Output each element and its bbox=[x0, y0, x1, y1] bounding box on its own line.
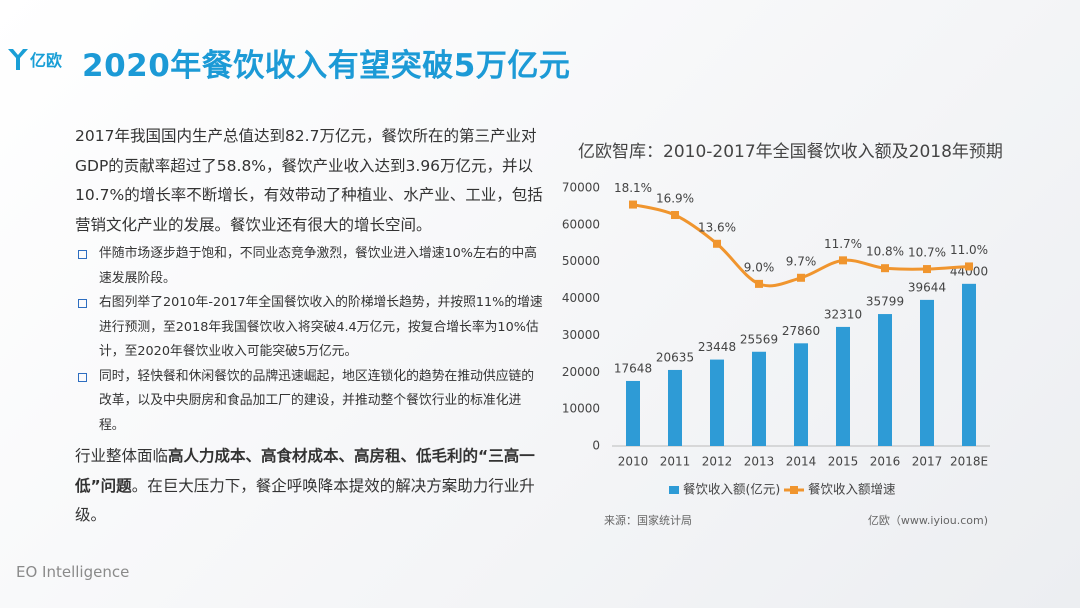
logo-text: 亿欧 bbox=[30, 51, 63, 70]
line-label: 13.6% bbox=[698, 220, 736, 234]
logo-icon bbox=[8, 49, 28, 70]
y-tick-label: 30000 bbox=[562, 328, 600, 342]
credit: 亿欧（www.iyiou.com) bbox=[868, 514, 988, 527]
bar bbox=[878, 314, 892, 446]
bar bbox=[920, 299, 934, 446]
logo: 亿欧 bbox=[6, 44, 68, 74]
y-tick-label: 70000 bbox=[562, 181, 600, 195]
x-tick-label: 2016 bbox=[870, 455, 901, 469]
bullet: 伴随市场逐步趋于饱和，不同业态竞争激烈，餐饮业进入增速10%左右的中高速发展阶段… bbox=[75, 242, 545, 291]
legend-label: 餐饮收入额增速 bbox=[808, 482, 896, 497]
x-tick-label: 2012 bbox=[702, 455, 733, 469]
line-marker bbox=[713, 239, 721, 248]
x-tick-label: 2010 bbox=[618, 455, 649, 469]
closing-text: 行业整体面临 bbox=[75, 447, 169, 465]
footer: EO Intelligence bbox=[16, 563, 130, 581]
legend-label: 餐饮收入额(亿元) bbox=[683, 482, 780, 497]
x-tick-label: 2011 bbox=[660, 455, 691, 469]
line-label: 9.7% bbox=[786, 254, 817, 268]
legend-swatch bbox=[669, 486, 679, 494]
x-tick-label: 2017 bbox=[912, 455, 943, 469]
line-label: 9.0% bbox=[744, 260, 775, 274]
line-marker bbox=[755, 279, 763, 288]
y-tick-label: 60000 bbox=[562, 217, 600, 231]
bar-label: 23448 bbox=[698, 340, 736, 354]
y-tick-label: 0 bbox=[592, 439, 600, 453]
line-marker bbox=[965, 262, 973, 271]
bar-label: 27860 bbox=[782, 324, 820, 338]
bar bbox=[710, 359, 724, 446]
bar bbox=[626, 380, 640, 446]
x-tick-label: 2014 bbox=[786, 455, 817, 469]
bar-label: 32310 bbox=[824, 307, 862, 321]
line-label: 11.0% bbox=[950, 243, 988, 257]
text-column: 2017年我国国内生产总值达到82.7万亿元，餐饮所在的第三产业对GDP的贡献率… bbox=[75, 122, 545, 531]
x-tick-label: 2013 bbox=[744, 455, 775, 469]
bar bbox=[794, 343, 808, 446]
line-label: 18.1% bbox=[614, 181, 652, 195]
bullet-text: 右图列举了2010年-2017年全国餐饮收入的阶梯增长趋势，并按照11%的增速进… bbox=[99, 295, 543, 359]
line-label: 10.7% bbox=[908, 246, 946, 260]
bar bbox=[752, 351, 766, 446]
slide-title: 2020年餐饮收入有望突破5万亿元 bbox=[82, 48, 571, 84]
bar-label: 17648 bbox=[614, 361, 652, 375]
bar bbox=[668, 369, 682, 446]
bullet-list: 伴随市场逐步趋于饱和，不同业态竞争激烈，餐饮业进入增速10%左右的中高速发展阶段… bbox=[75, 242, 545, 438]
y-tick-label: 50000 bbox=[562, 254, 600, 268]
chart-title: 亿欧智库：2010-2017年全国餐饮收入额及2018年预期 bbox=[578, 142, 1003, 162]
bar-label: 35799 bbox=[866, 295, 904, 309]
line-marker bbox=[671, 211, 679, 220]
line-marker bbox=[923, 265, 931, 274]
x-tick-label: 2015 bbox=[828, 455, 859, 469]
x-tick-label: 2018E bbox=[950, 455, 988, 469]
line-label: 16.9% bbox=[656, 192, 694, 206]
bar-label: 20635 bbox=[656, 350, 694, 364]
intro: 2017年我国国内生产总值达到82.7万亿元，餐饮所在的第三产业对GDP的贡献率… bbox=[75, 127, 543, 234]
legend-swatch bbox=[790, 486, 798, 494]
closing-bold: 高人力成本、高食材成本、高房租、低毛利的“三高一低”问题 bbox=[75, 447, 535, 495]
bullet-text: 伴随市场逐步趋于饱和，不同业态竞争激烈，餐饮业进入增速10%左右的中高速发展阶段… bbox=[99, 246, 537, 286]
bar-label: 39644 bbox=[908, 280, 946, 294]
y-tick-label: 20000 bbox=[562, 365, 600, 379]
source: 来源：国家统计局 bbox=[604, 513, 692, 527]
line-label: 11.7% bbox=[824, 237, 862, 251]
bullet: 右图列举了2010年-2017年全国餐饮收入的阶梯增长趋势，并按照11%的增速进… bbox=[75, 291, 545, 365]
bullet-text: 同时，轻快餐和休闲餐饮的品牌迅速崛起，地区连锁化的趋势在推动供应链的改革，以及中… bbox=[99, 368, 535, 433]
closing-text: 。在巨大压力下，餐企呼唤降本提效的解决方案助力行业升级。 bbox=[75, 476, 535, 525]
bullet: 同时，轻快餐和休闲餐饮的品牌迅速崛起，地区连锁化的趋势在推动供应链的改革，以及中… bbox=[75, 365, 545, 439]
line-marker bbox=[839, 256, 847, 265]
line-marker bbox=[629, 200, 637, 209]
y-tick-label: 10000 bbox=[562, 402, 600, 416]
bar bbox=[962, 283, 976, 446]
y-tick-label: 40000 bbox=[562, 291, 600, 305]
line-label: 10.8% bbox=[866, 245, 904, 259]
bar-label: 25569 bbox=[740, 332, 778, 346]
bar bbox=[836, 326, 850, 446]
line-marker bbox=[797, 273, 805, 282]
line-marker bbox=[881, 264, 889, 273]
closing: 行业整体面临高人力成本、高食材成本、高房租、低毛利的“三高一低”问题。在巨大压力… bbox=[75, 442, 545, 531]
